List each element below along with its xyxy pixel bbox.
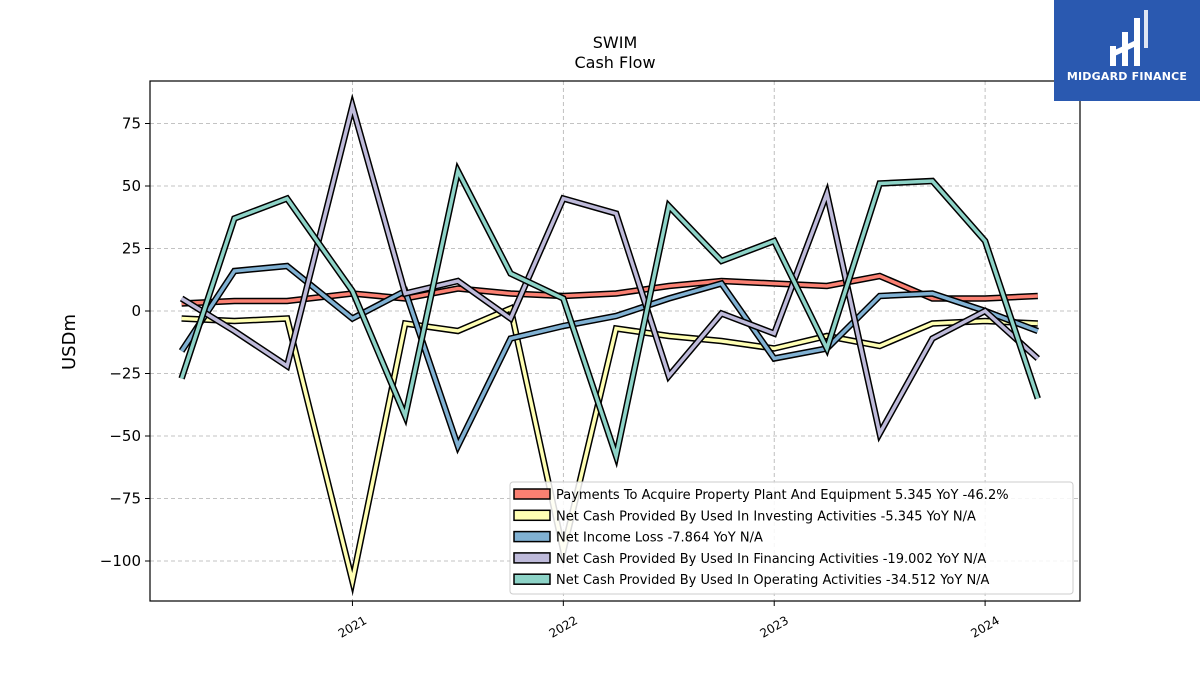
axes: 75 50 25 0 −25 −50 −75 −100 2021 2022 2023 2024 [100, 115, 1002, 641]
series-stroke [180, 99, 1039, 439]
legend-swatch [513, 552, 551, 564]
legend-swatch [513, 530, 551, 543]
series-stroke [181, 306, 1038, 589]
y-tick-label: 25 [122, 240, 141, 258]
series-lines [178, 93, 1041, 596]
series-line [178, 262, 1039, 455]
series-stroke [180, 264, 1039, 451]
plot-frame [149, 80, 1081, 602]
y-tick-label: 75 [122, 115, 141, 133]
legend-label: Net Cash Provided By Used In Financing A… [556, 552, 986, 567]
legend-swatch [513, 509, 551, 522]
series-stroke [179, 165, 1040, 463]
y-tick-label: 0 [131, 302, 141, 320]
y-axis-label: USDm [59, 314, 80, 370]
x-tick-label: 2024 [968, 613, 1001, 640]
y-tick-label: −75 [109, 490, 141, 508]
legend-label: Net Cash Provided By Used In Investing A… [556, 509, 976, 524]
legend-label: Net Cash Provided By Used In Operating A… [556, 573, 990, 588]
y-tick-label: −100 [100, 552, 141, 570]
legend-swatch [513, 488, 551, 500]
midgard-logo-icon [1110, 10, 1148, 66]
series-line [181, 303, 1038, 596]
series-line [178, 161, 1041, 469]
legend-swatch [513, 573, 551, 585]
legend-label: Payments To Acquire Property Plant And E… [556, 488, 1009, 503]
x-tick-label: 2022 [547, 613, 580, 640]
y-tick-label: −25 [109, 365, 141, 383]
legend-label: Net Income Loss -7.864 YoY N/A [556, 531, 763, 546]
series-stroke [181, 274, 1038, 306]
chart-title: SWIM [593, 33, 638, 52]
brand-badge: MIDGARD FINANCE [1054, 0, 1200, 101]
series-line [179, 93, 1040, 443]
chart-subtitle: Cash Flow [574, 53, 655, 72]
legend: Payments To Acquire Property Plant And E… [509, 481, 1074, 595]
y-tick-label: 50 [122, 177, 141, 195]
legend-box [509, 481, 1074, 595]
brand-name: MIDGARD FINANCE [1066, 70, 1188, 83]
series-line [181, 272, 1038, 307]
x-tick-label: 2021 [336, 613, 369, 640]
y-tick-label: −50 [109, 427, 141, 445]
x-tick-label: 2023 [757, 613, 790, 640]
